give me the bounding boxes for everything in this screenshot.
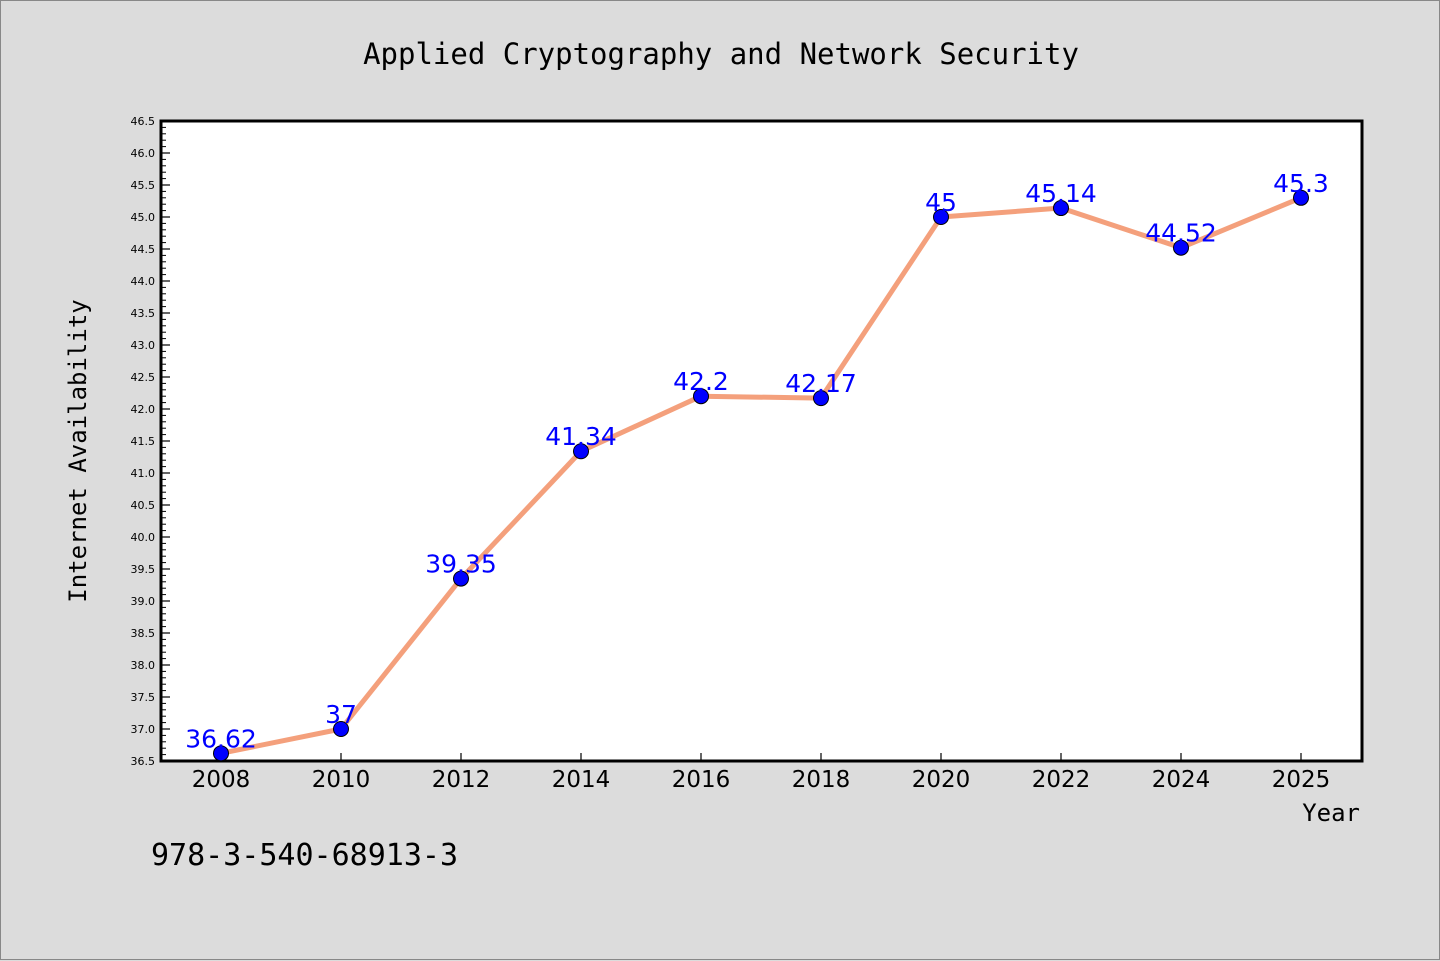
y-tick-label: 46.5 [131, 115, 156, 128]
data-label: 39.35 [425, 550, 497, 579]
data-point [1293, 189, 1309, 206]
y-axis-title: Internet Availability [64, 299, 92, 602]
data-label: 42.2 [673, 367, 729, 396]
x-tick-label: 2016 [672, 767, 731, 793]
x-tick-label: 2012 [432, 767, 491, 793]
y-tick-label: 45.5 [131, 179, 156, 192]
y-tick-label: 36.5 [131, 755, 156, 768]
data-label: 41.34 [545, 422, 617, 451]
x-tick-label: 2025 [1272, 767, 1331, 793]
y-tick-label: 37.5 [131, 691, 156, 704]
data-point [453, 570, 469, 587]
x-tick-label: 2008 [192, 767, 251, 793]
data-label: 42.17 [785, 369, 857, 398]
data-point [1173, 239, 1189, 256]
x-tick-label: 2020 [912, 767, 971, 793]
data-point [813, 390, 829, 407]
data-labels: 36.62 37 39.35 41.34 42.2 42.17 45 45.14 44.52 45… [185, 169, 1329, 754]
y-tick-label: 39.0 [131, 595, 156, 608]
y-tick-label: 38.0 [131, 659, 156, 672]
series-line [220, 195, 1302, 756]
y-tick-label: 44.5 [131, 243, 156, 256]
y-tick-label: 40.5 [131, 499, 156, 512]
data-label: 45.14 [1025, 179, 1097, 208]
x-axis-title: Year [1302, 799, 1360, 827]
y-tick-label: 39.5 [131, 563, 156, 576]
y-tick-label: 43.0 [131, 339, 156, 352]
y-tick-label: 42.0 [131, 403, 156, 416]
data-label: 45 [925, 188, 957, 217]
y-tick-label: 42.5 [131, 371, 156, 384]
data-label: 37 [325, 700, 357, 729]
isbn-text: 978-3-540-68913-3 [151, 838, 458, 873]
data-point [573, 443, 589, 460]
x-tick-label: 2018 [792, 767, 851, 793]
data-point [693, 388, 709, 405]
plot-area [159, 119, 1364, 763]
y-tick-label: 46.0 [131, 147, 156, 160]
x-tick-label: 2014 [552, 767, 611, 793]
y-tick-label: 41.5 [131, 435, 156, 448]
y-tick-label: 44.0 [131, 275, 156, 288]
y-tick-label: 43.5 [131, 307, 156, 320]
x-tick-label: 2010 [312, 767, 371, 793]
x-axis: 2008 2010 2012 2014 2016 2018 2020 2022 2024 2025 [192, 753, 1331, 793]
y-tick-label: 38.5 [131, 627, 156, 640]
data-point [213, 745, 229, 762]
y-tick-label: 45.0 [131, 211, 156, 224]
data-point [333, 721, 349, 737]
y-tick-label: 41.0 [131, 467, 156, 480]
data-point [1053, 200, 1069, 217]
data-point [933, 209, 949, 225]
data-label: 36.62 [185, 724, 257, 753]
x-tick-label: 2022 [1032, 767, 1091, 793]
data-label: 45.3 [1273, 169, 1329, 198]
y-axis: 36.5 37.0 37.5 38.0 38.5 39.0 39.5 40.0 40.5 41.0… [131, 115, 170, 768]
chart-title: Applied Cryptography and Network Securit… [363, 37, 1079, 71]
y-tick-label: 40.0 [131, 531, 156, 544]
x-tick-label: 2024 [1152, 767, 1211, 793]
data-series [213, 189, 1309, 762]
y-tick-label: 37.0 [131, 723, 156, 736]
data-label: 44.52 [1145, 219, 1217, 248]
